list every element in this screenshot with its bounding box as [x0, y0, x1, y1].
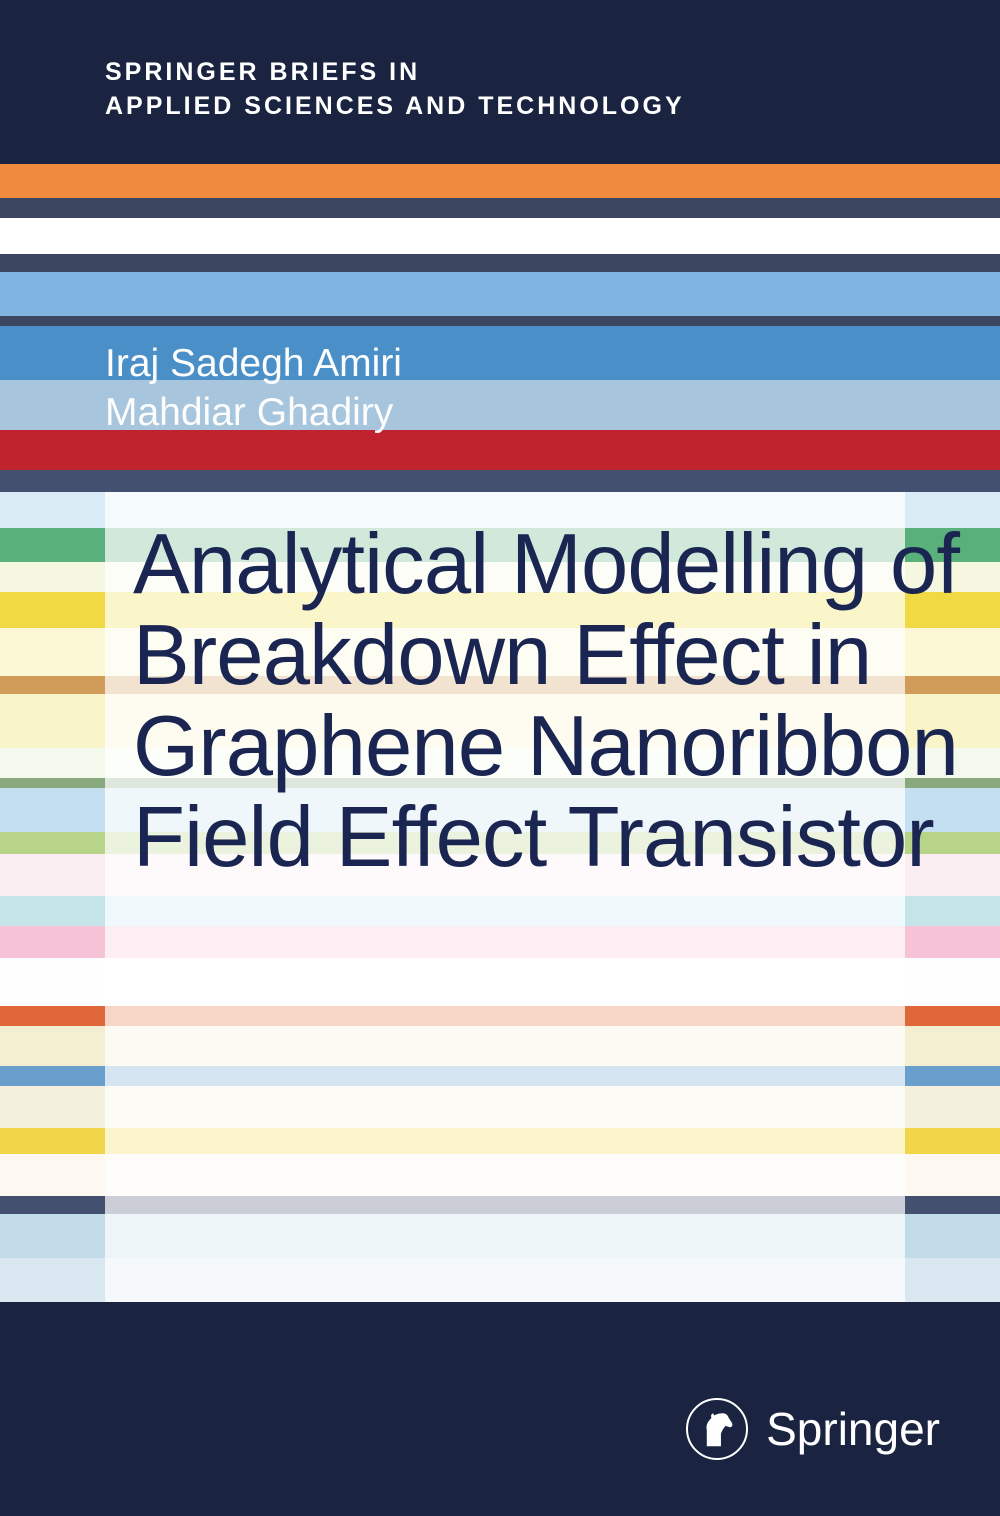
color-tab	[0, 778, 105, 788]
springer-horse-icon	[686, 1398, 748, 1460]
series-heading: SPRINGER BRIEFS IN APPLIED SCIENCES AND …	[105, 56, 685, 124]
series-line-1: SPRINGER BRIEFS IN	[105, 56, 685, 90]
color-tab	[0, 562, 80, 592]
color-tab	[0, 492, 56, 528]
color-tab	[0, 832, 74, 854]
color-tab	[0, 628, 68, 676]
publisher-block: Springer	[686, 1398, 940, 1460]
color-tab	[0, 1006, 34, 1026]
color-tab	[0, 694, 90, 748]
color-tab	[0, 896, 88, 926]
color-tab	[0, 926, 52, 958]
stripe	[0, 198, 1000, 218]
color-tab	[0, 748, 60, 778]
color-tab	[0, 1196, 105, 1214]
series-line-2: APPLIED SCIENCES AND TECHNOLOGY	[105, 90, 685, 124]
authors-block: Iraj Sadegh Amiri Mahdiar Ghadiry	[105, 340, 402, 438]
book-cover: SPRINGER BRIEFS IN APPLIED SCIENCES AND …	[0, 0, 1000, 1516]
stripe	[0, 164, 1000, 198]
color-tab	[0, 1066, 50, 1086]
color-tab	[0, 1086, 84, 1128]
color-tab	[0, 592, 36, 628]
color-tab	[0, 1128, 40, 1154]
color-tab	[0, 528, 42, 562]
stripe	[0, 254, 1000, 272]
book-title: Analytical Modelling of Breakdown Effect…	[133, 520, 1000, 884]
left-color-tabs	[0, 492, 105, 1302]
author-1: Iraj Sadegh Amiri	[105, 340, 402, 389]
publisher-name: Springer	[766, 1402, 940, 1456]
color-tab	[0, 1258, 78, 1302]
stripe	[0, 470, 1000, 492]
author-2: Mahdiar Ghadiry	[105, 389, 402, 438]
color-tab	[0, 1154, 94, 1196]
color-tab	[0, 854, 38, 896]
color-tab	[0, 676, 26, 694]
stripe	[0, 218, 1000, 254]
color-tab	[0, 788, 44, 832]
color-tab	[0, 958, 96, 1006]
color-tab	[0, 1026, 72, 1066]
color-tab	[0, 1214, 62, 1258]
stripe	[0, 316, 1000, 326]
stripe	[0, 272, 1000, 316]
